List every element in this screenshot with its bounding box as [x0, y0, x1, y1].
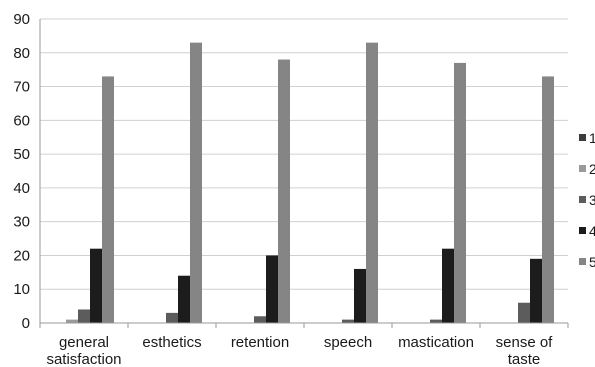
y-tick-label: 80 [13, 45, 30, 62]
legend-swatch [579, 196, 586, 203]
x-tick-label: mastication [398, 334, 474, 351]
bar-series-4-sense-of-taste [530, 258, 542, 323]
legend: 1 2 3 4 5 [579, 130, 595, 270]
x-axis-tick-marks [39, 323, 569, 328]
bar-series-5-sense-of-taste [542, 76, 554, 323]
bar-series-4-general-satisfaction [90, 248, 102, 323]
x-tick-label-line: taste [508, 351, 541, 367]
bar-series-3-general-satisfaction [78, 309, 90, 323]
x-tick-label: general satisfaction [46, 334, 121, 367]
legend-label: 5 [589, 254, 595, 270]
y-tick-label: 0 [22, 315, 30, 332]
y-tick-label: 90 [13, 11, 30, 28]
bar-series-5-retention [278, 59, 290, 324]
bar-series-4-mastication [442, 248, 454, 323]
legend-label: 4 [589, 223, 595, 239]
x-tick-label: esthetics [142, 334, 201, 351]
y-tick-label: 70 [13, 79, 30, 96]
bar-series-3-esthetics [166, 312, 178, 323]
x-tick-label-line: mastication [398, 334, 474, 351]
legend-swatch [579, 134, 586, 141]
legend-swatch [579, 165, 586, 172]
bar-series-5-general-satisfaction [102, 76, 114, 323]
bar-series-3-sense-of-taste [518, 302, 530, 323]
x-tick-label: retention [231, 334, 289, 351]
legend-label: 2 [589, 161, 595, 177]
bars [66, 42, 554, 324]
x-axis-tick-labels: general satisfaction esthetics retention spe… [46, 334, 553, 367]
bar-series-5-speech [366, 42, 378, 324]
bar-series-3-retention [254, 316, 266, 323]
bar-series-4-speech [354, 268, 366, 323]
y-axis-tick-labels: 0 10 20 30 40 50 60 70 80 90 [13, 11, 30, 332]
y-tick-label: 10 [13, 281, 30, 298]
x-tick-label: speech [324, 334, 372, 351]
x-tick-label-line: satisfaction [46, 351, 121, 367]
legend-swatch [579, 227, 586, 234]
bar-series-4-esthetics [178, 275, 190, 323]
y-tick-label: 30 [13, 214, 30, 231]
gridlines [39, 18, 568, 323]
bar-series-2-general-satisfaction [66, 319, 78, 323]
bar-series-3-speech [342, 319, 354, 323]
y-tick-label: 40 [13, 180, 30, 197]
legend-label: 1 [589, 130, 595, 146]
bar-series-3-mastication [430, 319, 442, 323]
legend-label: 3 [589, 192, 595, 208]
bar-series-5-mastication [454, 62, 466, 324]
y-tick-label: 50 [13, 146, 30, 163]
x-tick-label-line: sense of [496, 334, 554, 351]
x-tick-label-line: speech [324, 334, 372, 351]
y-tick-label: 60 [13, 112, 30, 129]
x-tick-label-line: esthetics [142, 334, 201, 351]
legend-swatch [579, 258, 586, 265]
y-tick-label: 20 [13, 247, 30, 264]
x-tick-label-line: general [59, 334, 109, 351]
x-tick-label-line: retention [231, 334, 289, 351]
bar-series-5-esthetics [190, 42, 202, 324]
bar-series-4-retention [266, 255, 278, 323]
x-tick-label: sense of taste [496, 334, 554, 367]
